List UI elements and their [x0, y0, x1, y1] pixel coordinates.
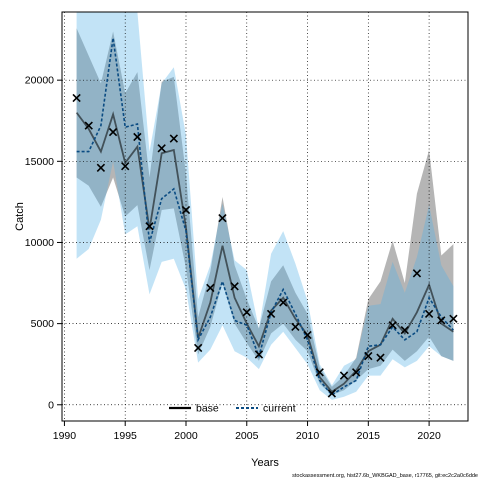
- x-axis-ticks: 1990 1995 2000 2005 2010 2015 2020: [53, 421, 441, 442]
- observed-point: [218, 213, 227, 223]
- x-tick-label: 2000: [174, 430, 198, 442]
- observed-point: [133, 132, 142, 142]
- grid-lines: [62, 12, 468, 421]
- observed-point: [291, 322, 300, 332]
- x-axis-label: Years: [251, 457, 279, 469]
- observed-point: [169, 134, 178, 143]
- y-axis-ticks: 0 5000 10000 15000 20000: [25, 75, 62, 411]
- legend: base current: [169, 403, 296, 415]
- observed-point: [84, 121, 93, 130]
- y-axis-label: Catch: [14, 202, 26, 231]
- observed-point: [242, 308, 251, 317]
- footer-caption: stockassessment.org, hist27.6b_WKBGAD_ba…: [292, 473, 478, 479]
- observed-point: [254, 350, 264, 359]
- axes: [61, 11, 469, 422]
- observed-points: [72, 93, 458, 398]
- band-current: [76, 12, 454, 400]
- observed-point: [327, 389, 337, 398]
- observed-point: [157, 144, 166, 153]
- observed-point: [145, 222, 154, 231]
- observed-point: [279, 298, 288, 307]
- x-tick-label: 2015: [357, 430, 381, 442]
- x-tick-label: 1995: [114, 430, 138, 442]
- x-tick-label: 2005: [235, 430, 259, 442]
- observed-point: [303, 330, 312, 340]
- plot-frame: [61, 11, 469, 422]
- x-tick-label: 2020: [417, 430, 441, 442]
- y-tick-label: 15000: [25, 156, 54, 168]
- observed-point: [181, 205, 191, 215]
- legend-label-current: current: [263, 403, 296, 415]
- observed-point: [339, 371, 349, 380]
- legend-label-base: base: [196, 403, 219, 415]
- line-current: [76, 37, 454, 397]
- observed-point: [315, 368, 324, 377]
- observed-point: [437, 316, 446, 325]
- observed-point: [206, 283, 215, 293]
- observed-point: [376, 353, 385, 362]
- observed-point: [412, 269, 422, 278]
- confidence-bands: [76, 12, 454, 400]
- observed-point: [400, 325, 409, 335]
- x-tick-label: 2010: [296, 430, 320, 442]
- observed-point: [121, 162, 130, 171]
- observed-point: [449, 314, 458, 323]
- observed-point: [96, 163, 106, 172]
- observed-point: [424, 309, 434, 319]
- observed-point: [364, 351, 373, 361]
- y-tick-label: 10000: [25, 237, 54, 249]
- observed-point: [266, 309, 276, 319]
- observed-point: [388, 321, 397, 330]
- y-tick-label: 0: [48, 399, 54, 411]
- band-base: [76, 28, 454, 395]
- x-tick-label: 1990: [53, 430, 77, 442]
- y-tick-label: 20000: [25, 75, 54, 87]
- observed-point: [108, 127, 118, 137]
- observed-point: [230, 282, 239, 291]
- observed-point: [72, 93, 81, 103]
- observed-point: [193, 343, 203, 353]
- observed-point: [352, 368, 361, 377]
- y-tick-label: 5000: [31, 318, 55, 330]
